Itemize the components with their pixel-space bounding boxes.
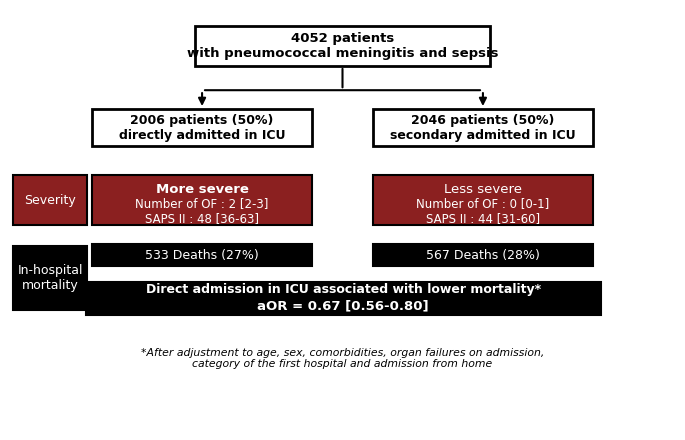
Text: Less severe: Less severe: [444, 183, 522, 196]
FancyBboxPatch shape: [92, 109, 312, 146]
Text: In-hospital
mortality: In-hospital mortality: [17, 264, 83, 292]
FancyBboxPatch shape: [86, 282, 601, 315]
FancyBboxPatch shape: [373, 244, 593, 266]
FancyBboxPatch shape: [13, 246, 87, 310]
Text: 2046 patients (50%)
secondary admitted in ICU: 2046 patients (50%) secondary admitted i…: [390, 114, 575, 142]
Text: More severe: More severe: [155, 183, 249, 196]
Text: aOR = 0.67 [0.56-0.80]: aOR = 0.67 [0.56-0.80]: [258, 300, 429, 313]
FancyBboxPatch shape: [373, 109, 593, 146]
FancyBboxPatch shape: [373, 175, 593, 225]
Text: 2006 patients (50%)
directly admitted in ICU: 2006 patients (50%) directly admitted in…: [119, 114, 286, 142]
FancyBboxPatch shape: [13, 175, 87, 225]
Text: 567 Deaths (28%): 567 Deaths (28%): [426, 249, 540, 262]
FancyBboxPatch shape: [195, 26, 490, 66]
Text: 533 Deaths (27%): 533 Deaths (27%): [145, 249, 259, 262]
Text: Number of OF : 0 [0-1]
SAPS II : 44 [31-60]: Number of OF : 0 [0-1] SAPS II : 44 [31-…: [416, 197, 549, 225]
FancyBboxPatch shape: [92, 244, 312, 266]
Text: Severity: Severity: [24, 194, 76, 207]
Text: Direct admission in ICU associated with lower mortality*: Direct admission in ICU associated with …: [146, 283, 540, 296]
Text: Number of OF : 2 [2-3]
SAPS II : 48 [36-63]: Number of OF : 2 [2-3] SAPS II : 48 [36-…: [136, 197, 269, 225]
Text: *After adjustment to age, sex, comorbidities, organ failures on admission,
categ: *After adjustment to age, sex, comorbidi…: [141, 348, 544, 370]
Text: 4052 patients
with pneumococcal meningitis and sepsis: 4052 patients with pneumococcal meningit…: [187, 32, 498, 60]
FancyBboxPatch shape: [92, 175, 312, 225]
